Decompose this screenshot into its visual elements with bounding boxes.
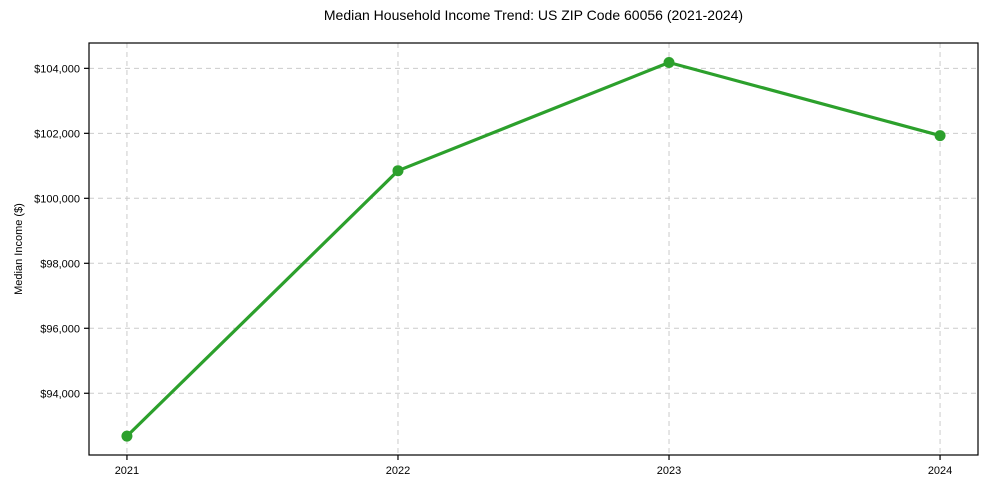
y-tick-label: $96,000 — [40, 323, 80, 335]
y-tick-label: $100,000 — [34, 193, 80, 205]
y-tick-label: $98,000 — [40, 258, 80, 270]
x-tick-label-2023: 2023 — [657, 465, 681, 477]
chart-title: Median Household Income Trend: US ZIP Co… — [323, 7, 744, 23]
data-point-2024 — [934, 130, 946, 142]
axes-border — [88, 42, 979, 456]
data-point-2022 — [392, 165, 404, 177]
trend-line — [125, 60, 942, 438]
y-tick-label: $102,000 — [34, 128, 80, 140]
data-point-2023 — [663, 56, 675, 68]
x-tick-label-2021: 2021 — [115, 465, 139, 477]
x-tick-label-2022: 2022 — [386, 465, 410, 477]
y-tick-label: $104,000 — [34, 63, 80, 75]
y-tick-label: $94,000 — [40, 388, 80, 400]
data-point-2021 — [121, 430, 133, 442]
x-tick-label-2024: 2024 — [928, 465, 952, 477]
